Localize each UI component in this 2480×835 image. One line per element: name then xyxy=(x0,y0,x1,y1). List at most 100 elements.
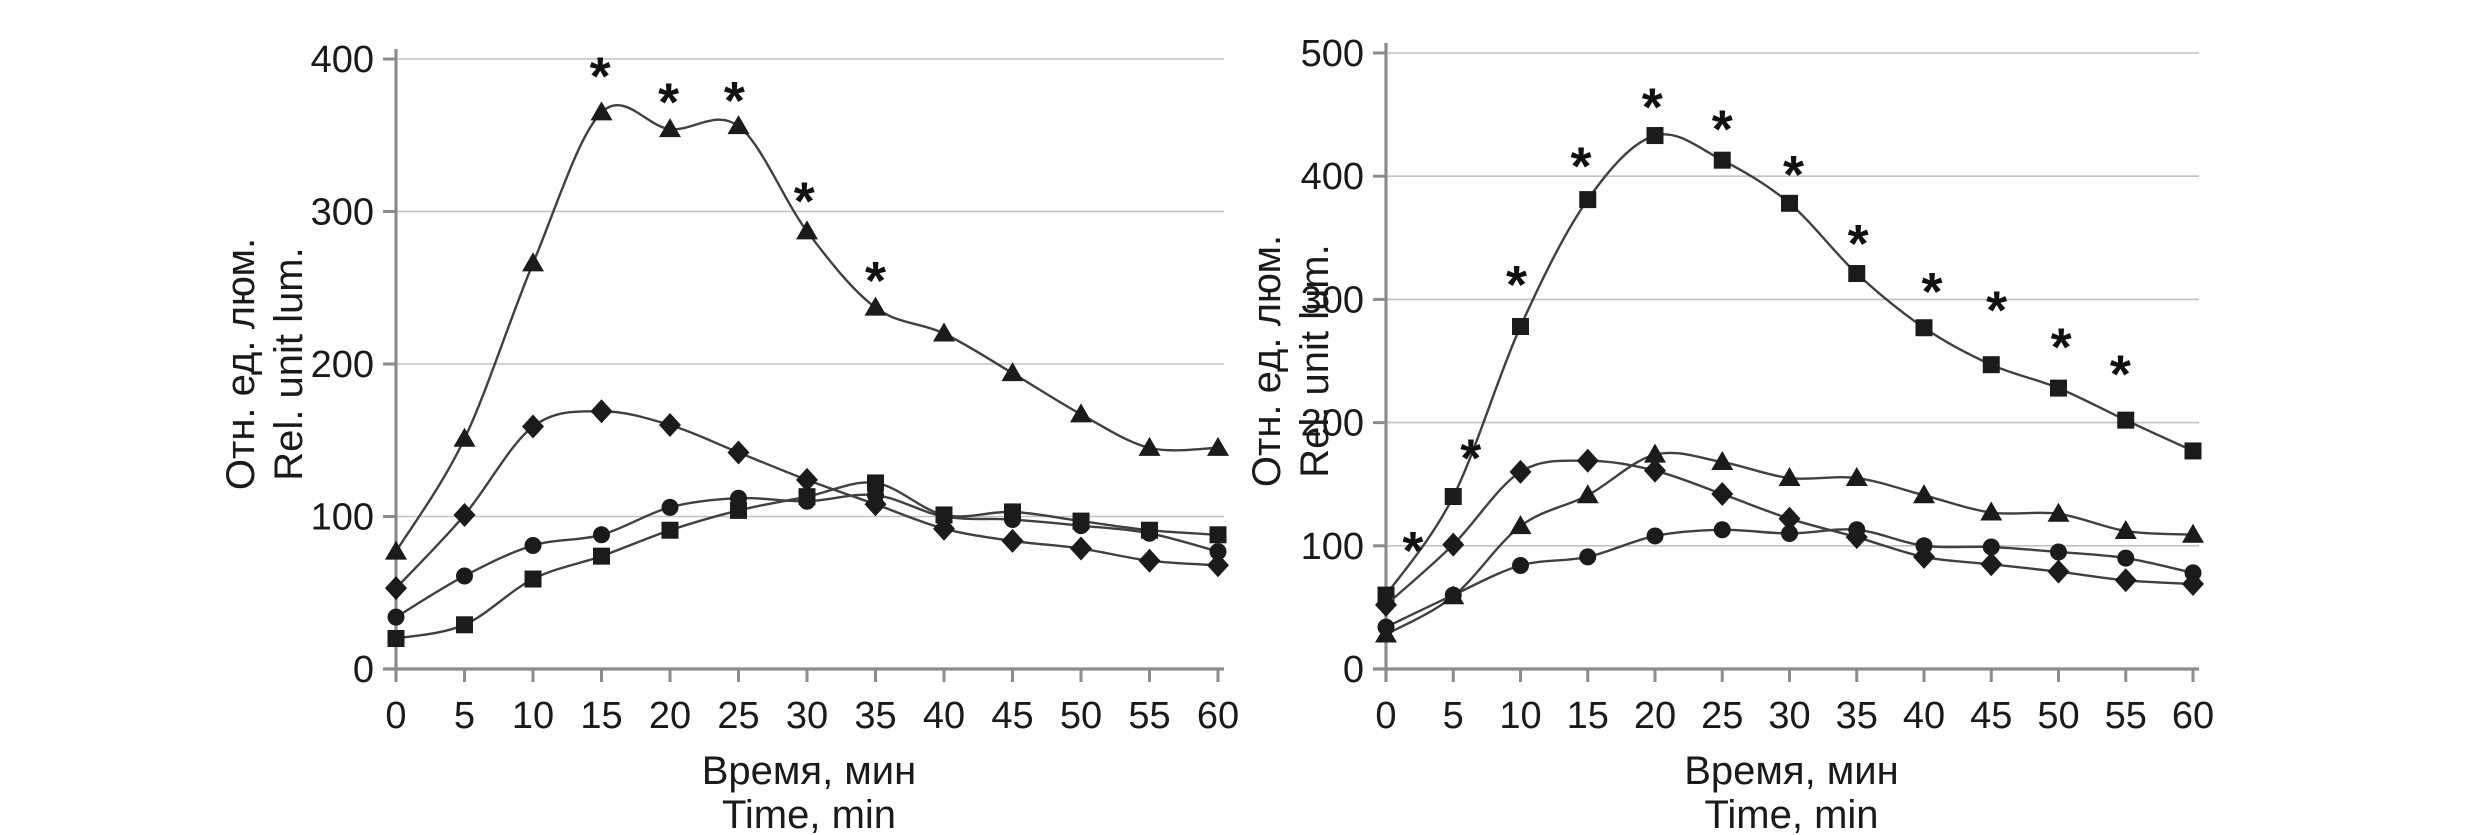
circle-marker xyxy=(1915,537,1933,555)
circle-marker xyxy=(1848,521,1866,539)
triangle-marker xyxy=(1845,467,1868,487)
triangle-marker xyxy=(453,427,476,447)
square-marker xyxy=(1713,151,1731,169)
square-marker xyxy=(1004,503,1021,521)
circle-marker xyxy=(1512,557,1529,575)
y-tick-label: 0 xyxy=(353,649,374,691)
x-tick-label: 20 xyxy=(1634,695,1676,737)
diamond-marker xyxy=(1509,459,1532,484)
right-chart: 0 100 200 300 400 500 0 5 10 15 20 25 30 35 40 45 50 55 60… xyxy=(1245,33,2214,835)
significance-asterisk: * xyxy=(865,251,886,311)
significance-marks: * * * * * * * * * * * * xyxy=(1402,77,2130,581)
square-marker xyxy=(2184,442,2202,460)
x-tick-label: 30 xyxy=(1768,695,1810,737)
square-marker xyxy=(1646,127,1664,145)
diamond-marker xyxy=(590,399,613,424)
square-marker xyxy=(1915,319,1933,337)
x-tick-label: 50 xyxy=(1060,695,1102,737)
x-tick-label: 55 xyxy=(1128,695,1170,737)
x-axis-label-en: Time, min xyxy=(722,793,896,835)
square-marker xyxy=(798,488,816,506)
triangle-series xyxy=(1375,443,2204,643)
diamond-marker xyxy=(1576,448,1599,473)
significance-asterisk: * xyxy=(590,47,611,107)
square-marker xyxy=(1072,512,1090,530)
x-tick-label: 50 xyxy=(2037,695,2079,737)
y-tick-label: 100 xyxy=(1301,526,1364,568)
x-tick-label: 15 xyxy=(580,695,622,737)
x-tick-label: 40 xyxy=(923,695,965,737)
circle-marker xyxy=(1646,527,1664,545)
significance-asterisk: * xyxy=(1460,428,1481,488)
square-marker xyxy=(867,474,884,492)
x-tick-label: 5 xyxy=(1443,695,1464,737)
triangle-marker xyxy=(1576,484,1599,504)
triangle-marker xyxy=(1980,501,2003,521)
diamond-marker xyxy=(727,440,750,465)
y-axis-label: Отн. ед. люм. Rel. unit lum. xyxy=(1245,235,1337,487)
triangle-marker xyxy=(933,322,955,342)
circle-marker xyxy=(1444,586,1462,604)
circle-marker xyxy=(2117,549,2135,567)
circle-series-line xyxy=(395,493,1219,619)
circle-marker xyxy=(2184,564,2202,582)
circle-marker xyxy=(1982,538,2000,556)
square-series-line xyxy=(1385,133,2194,596)
triangle-marker xyxy=(1138,436,1161,456)
circle-marker xyxy=(524,536,542,554)
significance-asterisk: * xyxy=(1571,136,1592,196)
significance-asterisk: * xyxy=(1848,214,1869,274)
triangle-marker xyxy=(1509,515,1532,535)
y-tick-label: 400 xyxy=(311,39,374,81)
square-marker xyxy=(1848,265,1866,283)
significance-asterisk: * xyxy=(1712,100,1733,160)
circle-marker xyxy=(1579,548,1597,566)
circle-marker xyxy=(456,567,473,585)
significance-asterisk: * xyxy=(1922,262,1943,322)
diamond-marker xyxy=(1001,528,1024,553)
x-axis-label-ru: Время, мин xyxy=(1684,749,1899,793)
significance-asterisk: * xyxy=(2110,345,2131,405)
triangle-marker xyxy=(1778,467,1801,487)
diamond-marker xyxy=(522,414,544,439)
triangle-marker xyxy=(590,101,613,121)
triangle-marker xyxy=(1644,443,1666,463)
diamond-marker xyxy=(385,576,407,601)
x-tick-label: 20 xyxy=(649,695,691,737)
triangle-marker xyxy=(2182,523,2204,543)
x-tick-label: 25 xyxy=(717,695,759,737)
x-tick-label: 5 xyxy=(454,695,475,737)
diamond-marker xyxy=(1070,536,1092,561)
circle-marker xyxy=(1377,618,1395,636)
x-tick-label: 35 xyxy=(854,695,896,737)
diamond-marker xyxy=(1375,592,1397,617)
triangle-series-line xyxy=(394,104,1219,553)
x-axis-label-en: Time, min xyxy=(1704,793,1878,835)
x-tick-label: 45 xyxy=(991,695,1033,737)
square-marker xyxy=(593,547,610,565)
diamond-marker xyxy=(1980,552,2003,577)
y-tick-label: 0 xyxy=(1343,649,1364,691)
diamond-marker xyxy=(1778,506,1801,531)
square-marker xyxy=(2050,379,2067,397)
diamond-marker xyxy=(796,467,818,492)
gridlines xyxy=(396,58,1224,518)
x-axis-label-ru: Время, мин xyxy=(702,749,917,793)
square-marker xyxy=(661,521,679,539)
diamond-marker xyxy=(453,502,476,527)
significance-asterisk: * xyxy=(724,71,745,131)
square-marker xyxy=(2117,411,2135,429)
x-tick-label: 45 xyxy=(1970,695,2012,737)
triangle-marker xyxy=(1070,403,1092,423)
circle-series xyxy=(1377,521,2202,636)
significance-asterisk: * xyxy=(1506,255,1527,315)
triangle-marker xyxy=(1913,484,1935,504)
circle-marker xyxy=(387,608,405,626)
circle-marker xyxy=(661,498,679,516)
significance-asterisk: * xyxy=(658,73,679,133)
diamond-series xyxy=(385,399,1229,601)
x-tick-label: 35 xyxy=(1836,695,1878,737)
square-marker xyxy=(935,506,953,524)
triangle-marker xyxy=(385,540,407,560)
